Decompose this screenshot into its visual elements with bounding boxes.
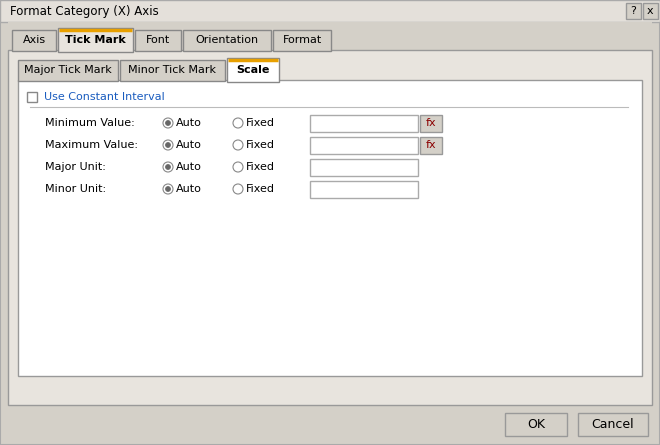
Text: Font: Font	[146, 35, 170, 45]
Bar	[27, 92, 37, 102]
Text: fx: fx	[426, 140, 436, 150]
Text: Minor Tick Mark: Minor Tick Mark	[129, 65, 216, 75]
Text: Maximum Value:: Maximum Value:	[45, 140, 138, 150]
Bar	[578, 413, 648, 436]
Text: Minimum Value:: Minimum Value:	[45, 118, 135, 128]
Bar	[8, 50, 652, 405]
Text: Use Constant Interval: Use Constant Interval	[44, 92, 165, 102]
Bar	[18, 80, 642, 376]
Circle shape	[166, 165, 170, 170]
Circle shape	[233, 118, 243, 128]
Bar	[120, 60, 225, 81]
Bar	[273, 30, 331, 51]
Text: ?: ?	[630, 6, 636, 16]
Bar	[58, 28, 133, 52]
Text: Fixed: Fixed	[246, 162, 275, 172]
Text: Auto: Auto	[176, 162, 202, 172]
Circle shape	[163, 140, 173, 150]
Bar	[227, 58, 279, 82]
Bar	[183, 30, 271, 51]
Bar	[505, 413, 567, 436]
Circle shape	[163, 184, 173, 194]
Bar	[310, 137, 418, 154]
Circle shape	[166, 142, 170, 147]
Text: x: x	[647, 6, 653, 16]
Bar	[420, 114, 442, 132]
Text: Auto: Auto	[176, 140, 202, 150]
Bar	[12, 30, 56, 51]
Circle shape	[163, 162, 173, 172]
Text: OK: OK	[527, 418, 545, 431]
Text: fx: fx	[426, 118, 436, 128]
Circle shape	[233, 184, 243, 194]
Text: Major Unit:: Major Unit:	[45, 162, 106, 172]
Text: Cancel: Cancel	[591, 418, 634, 431]
Bar	[310, 158, 418, 175]
Bar	[643, 3, 658, 19]
Bar	[18, 60, 118, 81]
Circle shape	[233, 140, 243, 150]
Text: Tick Mark: Tick Mark	[65, 35, 126, 45]
Text: Scale: Scale	[236, 65, 270, 75]
Text: Orientation: Orientation	[195, 35, 259, 45]
Bar	[135, 30, 181, 51]
Text: Auto: Auto	[176, 118, 202, 128]
Bar	[310, 114, 418, 132]
Circle shape	[166, 121, 170, 125]
Bar	[0, 0, 660, 22]
Bar	[626, 3, 641, 19]
Text: Fixed: Fixed	[246, 140, 275, 150]
Text: Axis: Axis	[22, 35, 46, 45]
Circle shape	[166, 186, 170, 191]
Text: Minor Unit:: Minor Unit:	[45, 184, 106, 194]
Text: Auto: Auto	[176, 184, 202, 194]
Text: Format: Format	[282, 35, 321, 45]
Text: Fixed: Fixed	[246, 118, 275, 128]
Text: Fixed: Fixed	[246, 184, 275, 194]
Text: Major Tick Mark: Major Tick Mark	[24, 65, 112, 75]
Bar	[420, 137, 442, 154]
Bar	[8, 22, 652, 50]
Bar	[310, 181, 418, 198]
Circle shape	[163, 118, 173, 128]
Circle shape	[233, 162, 243, 172]
Text: Format Category (X) Axis: Format Category (X) Axis	[10, 4, 159, 17]
